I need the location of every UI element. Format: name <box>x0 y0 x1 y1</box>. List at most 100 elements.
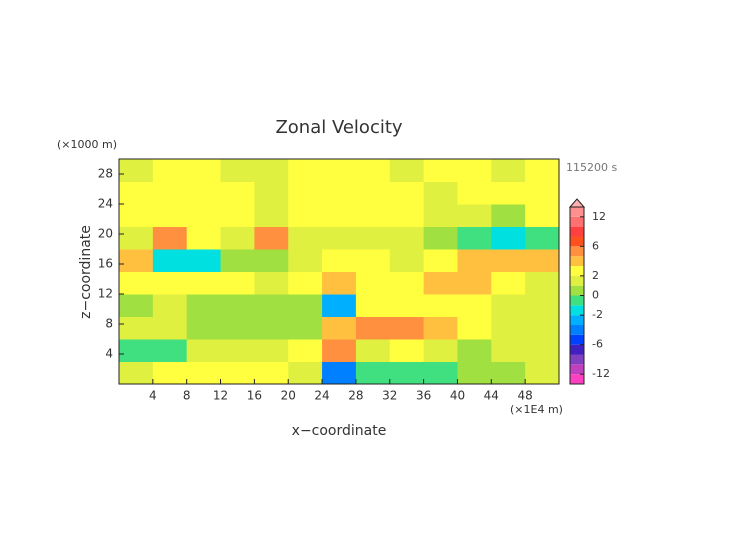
cell <box>152 181 188 205</box>
cell <box>457 361 492 385</box>
cell <box>491 181 526 205</box>
cell <box>389 294 425 317</box>
cell <box>186 226 222 250</box>
cell <box>355 159 391 182</box>
colorbar-tick-label: -12 <box>592 367 610 380</box>
cell <box>288 159 323 182</box>
cell <box>322 271 357 295</box>
y-unit: (×1000 m) <box>57 138 117 151</box>
cell <box>220 271 255 295</box>
cell <box>457 226 492 250</box>
cell <box>119 271 154 295</box>
cell <box>288 316 323 340</box>
cell <box>254 226 289 250</box>
cell <box>220 294 255 317</box>
y-tick-label: 4 <box>105 347 113 361</box>
cell <box>119 159 154 182</box>
cell <box>423 361 458 385</box>
colorbar-band <box>570 226 584 237</box>
cell <box>152 159 188 182</box>
cell <box>254 249 289 272</box>
cell <box>355 226 391 250</box>
colorbar-band <box>570 246 584 257</box>
x-tick-label: 40 <box>450 389 465 403</box>
cell <box>186 339 222 362</box>
cell <box>186 204 222 227</box>
cell <box>254 204 289 227</box>
cell <box>355 271 391 295</box>
y-tick-label: 12 <box>98 287 113 301</box>
colorbar-band <box>570 334 584 345</box>
cell <box>322 361 357 385</box>
cell <box>389 204 425 227</box>
cell <box>355 361 391 385</box>
cell <box>423 339 458 362</box>
colorbar-tick-label: 0 <box>592 289 599 302</box>
cell <box>220 316 255 340</box>
cell <box>152 361 188 385</box>
cell <box>389 226 425 250</box>
cell <box>491 294 526 317</box>
cell <box>423 204 458 227</box>
cell <box>322 316 357 340</box>
cell <box>423 249 458 272</box>
cell <box>355 204 391 227</box>
cell <box>525 204 560 227</box>
cell <box>152 204 188 227</box>
colorbar-band <box>570 354 584 365</box>
cell <box>355 339 391 362</box>
cell <box>288 226 323 250</box>
cell <box>119 204 154 227</box>
cell <box>220 204 255 227</box>
cell <box>389 361 425 385</box>
cell <box>525 249 560 272</box>
colorbar-band <box>570 216 584 227</box>
colorbar-band <box>570 325 584 335</box>
cell <box>389 316 425 340</box>
x-tick-label: 12 <box>213 389 228 403</box>
cell <box>186 361 222 385</box>
x-tick-label: 44 <box>484 389 499 403</box>
cell <box>457 159 492 182</box>
cell <box>119 339 154 362</box>
colorbar-band <box>570 374 584 384</box>
cell <box>457 181 492 205</box>
cell <box>254 159 289 182</box>
cell <box>491 226 526 250</box>
colorbar-tick-label: -6 <box>592 338 603 351</box>
cell <box>186 294 222 317</box>
plot-frame <box>118 158 560 385</box>
x-tick-label: 28 <box>348 389 363 403</box>
x-tick-label: 32 <box>382 389 397 403</box>
x-tick-label: 48 <box>518 389 533 403</box>
colorbar-band <box>570 256 584 266</box>
cell <box>119 294 154 317</box>
colorbar-band <box>570 315 584 325</box>
cell <box>525 339 560 362</box>
colorbar-band <box>570 295 584 306</box>
cell <box>355 181 391 205</box>
cell <box>322 204 357 227</box>
cell <box>322 339 357 362</box>
colorbar-band <box>570 285 584 296</box>
cell <box>423 226 458 250</box>
chart-title: Zonal Velocity <box>275 117 402 138</box>
y-tick-label: 20 <box>98 227 113 241</box>
colorbar-tick-label: 12 <box>592 210 606 223</box>
cell <box>491 159 526 182</box>
cell <box>457 316 492 340</box>
cell <box>119 316 154 340</box>
colorbar-tick-label: 2 <box>592 269 599 282</box>
cell <box>322 159 357 182</box>
cell <box>389 159 425 182</box>
cell <box>288 181 323 205</box>
cell <box>288 271 323 295</box>
cell <box>152 316 188 340</box>
y-axis-label: z−coordinate <box>78 225 94 319</box>
cell <box>220 226 255 250</box>
y-tick-label: 8 <box>105 317 113 331</box>
cell <box>254 361 289 385</box>
cell <box>355 316 391 340</box>
cell <box>254 181 289 205</box>
x-tick-label: 36 <box>416 389 431 403</box>
